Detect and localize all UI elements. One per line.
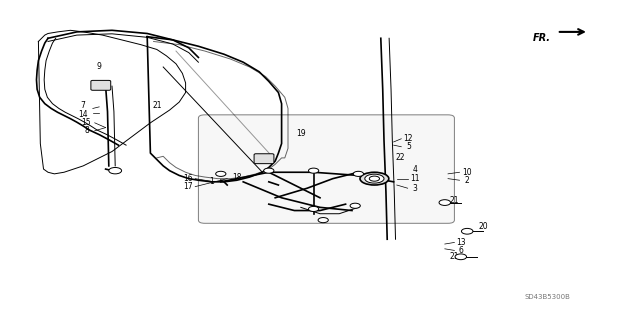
Circle shape bbox=[461, 228, 473, 234]
Circle shape bbox=[216, 171, 226, 176]
Text: 14: 14 bbox=[78, 110, 88, 119]
Text: 2: 2 bbox=[465, 176, 470, 185]
Text: 9: 9 bbox=[97, 63, 102, 71]
Text: 5: 5 bbox=[406, 142, 411, 151]
FancyBboxPatch shape bbox=[254, 154, 274, 164]
Text: 1: 1 bbox=[209, 177, 214, 186]
Text: 12: 12 bbox=[404, 134, 413, 143]
Text: 8: 8 bbox=[84, 126, 89, 135]
Text: 21: 21 bbox=[450, 197, 459, 205]
Circle shape bbox=[369, 176, 380, 181]
Text: 11: 11 bbox=[410, 174, 419, 183]
Circle shape bbox=[109, 167, 122, 174]
Text: 17: 17 bbox=[182, 182, 193, 191]
Text: 15: 15 bbox=[81, 118, 92, 127]
Ellipse shape bbox=[360, 172, 388, 185]
Text: FR.: FR. bbox=[532, 33, 550, 43]
Circle shape bbox=[455, 254, 467, 260]
Text: 4: 4 bbox=[412, 165, 417, 174]
Ellipse shape bbox=[365, 174, 384, 183]
Circle shape bbox=[308, 206, 319, 211]
Circle shape bbox=[350, 203, 360, 208]
Text: 7: 7 bbox=[81, 101, 86, 110]
Circle shape bbox=[264, 168, 274, 173]
Text: 19: 19 bbox=[296, 130, 306, 138]
Text: 3: 3 bbox=[412, 184, 417, 193]
Text: 18: 18 bbox=[232, 173, 241, 182]
FancyBboxPatch shape bbox=[198, 115, 454, 223]
Circle shape bbox=[308, 168, 319, 173]
Text: 16: 16 bbox=[182, 174, 193, 183]
Text: 21: 21 bbox=[152, 101, 161, 110]
Text: 21: 21 bbox=[450, 252, 459, 261]
Circle shape bbox=[353, 171, 364, 176]
Text: 10: 10 bbox=[462, 168, 472, 177]
Text: 22: 22 bbox=[396, 153, 404, 162]
Text: 20: 20 bbox=[478, 222, 488, 231]
Text: 13: 13 bbox=[456, 238, 466, 247]
Circle shape bbox=[439, 200, 451, 205]
Text: SD43B5300B: SD43B5300B bbox=[525, 294, 571, 300]
FancyBboxPatch shape bbox=[91, 80, 111, 90]
Text: 6: 6 bbox=[458, 246, 463, 255]
Circle shape bbox=[318, 218, 328, 223]
